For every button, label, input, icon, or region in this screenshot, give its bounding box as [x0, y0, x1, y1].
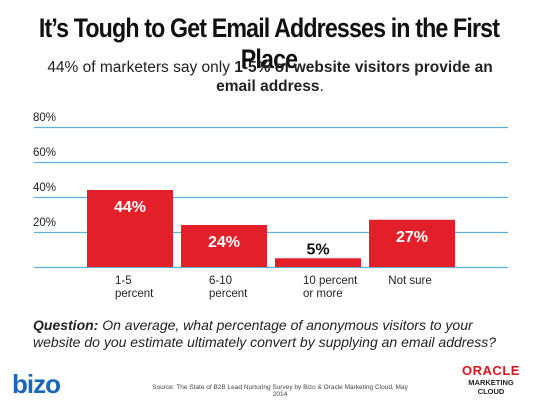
x-tick-label: 10 percent	[303, 275, 358, 287]
bar	[87, 190, 173, 267]
subtitle-bold: 1-5% of website visitors provide an	[234, 59, 493, 76]
question-label: Question:	[33, 317, 99, 333]
x-tick-label: 6-10	[209, 275, 232, 287]
x-tick-label: or more	[303, 288, 343, 300]
subtitle-prefix: 44% of marketers say only	[47, 59, 235, 76]
chart-subtitle: 44% of marketers say only 1-5% of websit…	[30, 58, 510, 96]
oracle-logo: ORACLE MARKETING CLOUD	[452, 363, 530, 396]
question-text: On average, what percentage of anonymous…	[33, 317, 497, 350]
y-tick-label: 20%	[33, 217, 56, 229]
y-tick-label: 60%	[33, 147, 56, 159]
bar-chart: 100%80%60%40%20%44%1-5percent24%6-10perc…	[33, 112, 508, 300]
oracle-logo-sub1: MARKETING	[468, 378, 514, 387]
bar	[181, 225, 267, 267]
x-tick-label: percent	[115, 288, 154, 300]
source-note: Source: The State of B2B Lead Nurturing …	[152, 384, 408, 398]
bar-value-label: 24%	[208, 234, 240, 251]
oracle-logo-wordmark: ORACLE	[462, 363, 520, 378]
subtitle-line2: email address	[216, 78, 320, 95]
bar-value-label: 5%	[306, 241, 329, 258]
bar	[275, 258, 361, 267]
bizo-logo: bizo	[12, 369, 61, 399]
subtitle-suffix: .	[319, 78, 324, 95]
bar-value-label: 27%	[396, 229, 428, 246]
y-tick-label: 80%	[33, 112, 56, 124]
x-tick-label: percent	[209, 288, 248, 300]
y-tick-label: 40%	[33, 182, 56, 194]
survey-question: Question: On average, what percentage of…	[33, 317, 513, 351]
oracle-logo-sub2: CLOUD	[477, 387, 505, 396]
x-tick-label: 1-5	[115, 275, 132, 287]
bar-value-label: 44%	[114, 199, 146, 216]
x-tick-label: Not sure	[388, 275, 431, 287]
bar	[369, 219, 455, 267]
chart-title: It’s Tough to Get Email Addresses in the…	[38, 13, 500, 74]
